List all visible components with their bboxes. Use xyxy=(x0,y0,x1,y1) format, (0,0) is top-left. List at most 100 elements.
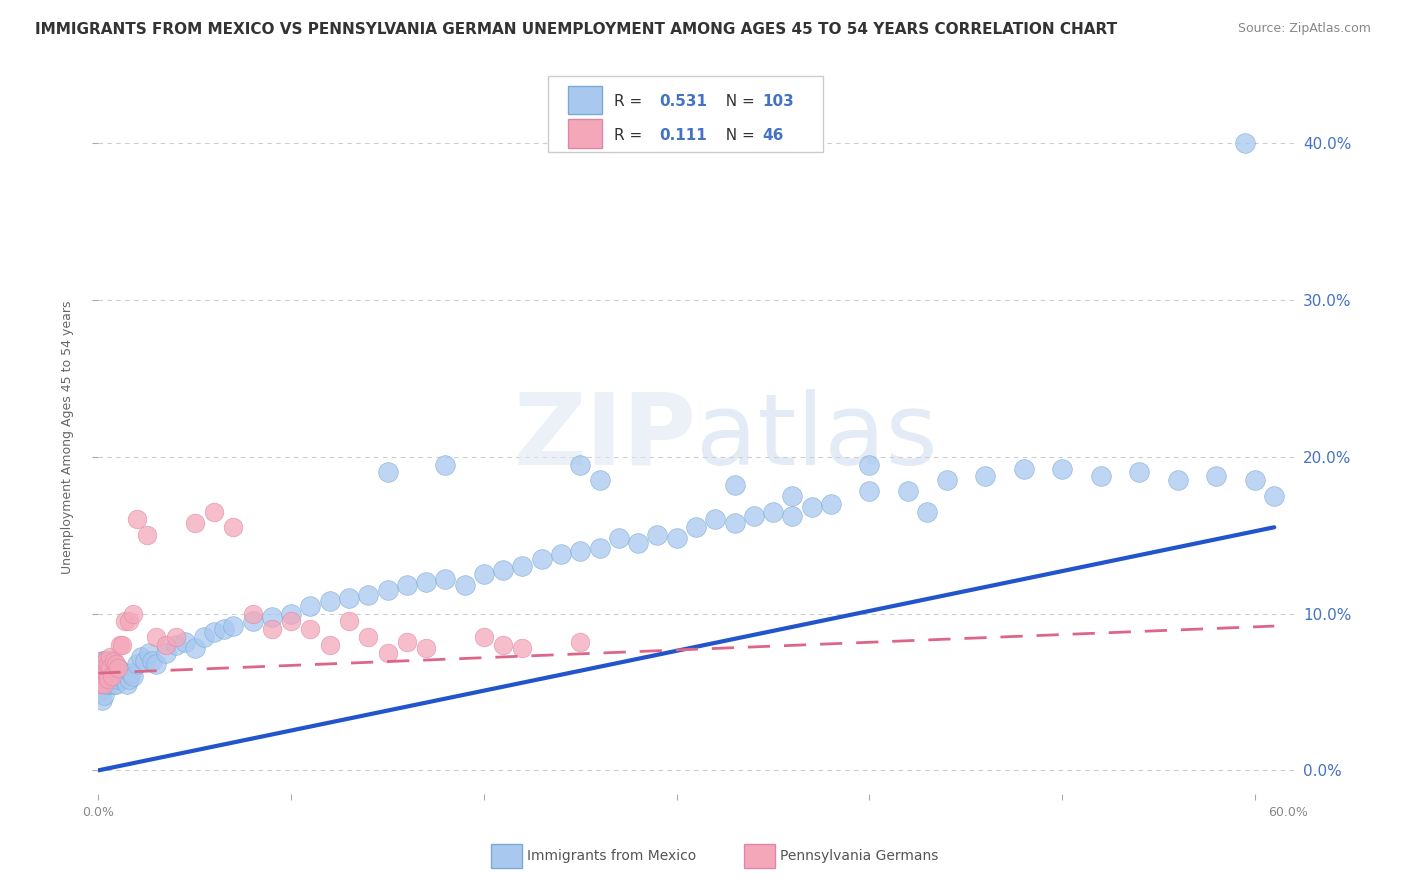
Point xyxy=(1263,489,1285,503)
Point xyxy=(299,599,322,613)
Point xyxy=(704,512,727,526)
Point xyxy=(107,673,129,687)
Point xyxy=(94,666,117,681)
Point xyxy=(723,478,745,492)
Point xyxy=(155,646,177,660)
Point xyxy=(1205,468,1227,483)
Point xyxy=(202,505,225,519)
Text: Immigrants from Mexico: Immigrants from Mexico xyxy=(527,849,696,863)
Point xyxy=(1234,136,1257,150)
Point xyxy=(299,622,322,636)
Point xyxy=(104,657,127,671)
Point xyxy=(107,661,129,675)
Point xyxy=(93,677,115,691)
Point xyxy=(165,630,187,644)
Point xyxy=(93,677,115,691)
Point xyxy=(1050,462,1073,476)
Point xyxy=(472,567,495,582)
Point xyxy=(141,654,163,668)
Point xyxy=(569,543,592,558)
Point xyxy=(97,673,120,687)
Point xyxy=(858,458,880,472)
Point xyxy=(212,622,235,636)
Text: 103: 103 xyxy=(762,95,794,109)
Point xyxy=(91,669,114,683)
Point xyxy=(89,677,111,691)
Point xyxy=(91,654,114,668)
Point xyxy=(104,669,127,683)
Point xyxy=(94,654,117,668)
Point xyxy=(98,650,121,665)
Text: N =: N = xyxy=(716,128,759,143)
Point xyxy=(103,654,125,668)
Point xyxy=(145,630,167,644)
Point xyxy=(93,688,115,702)
Point xyxy=(97,661,120,675)
Point xyxy=(357,630,380,644)
Point xyxy=(134,654,156,668)
Text: 0.531: 0.531 xyxy=(659,95,707,109)
Point xyxy=(530,551,553,566)
Point xyxy=(89,677,111,691)
Point xyxy=(395,578,418,592)
Point xyxy=(1244,473,1267,487)
Point xyxy=(89,685,111,699)
Text: 46: 46 xyxy=(762,128,783,143)
Point xyxy=(122,669,145,683)
Point xyxy=(280,615,302,629)
Point xyxy=(647,528,669,542)
Point xyxy=(665,531,688,545)
Point xyxy=(98,661,121,675)
Point xyxy=(512,640,534,655)
Point xyxy=(569,634,592,648)
Point xyxy=(492,563,515,577)
Point xyxy=(98,677,121,691)
Point xyxy=(138,646,160,660)
Point xyxy=(472,630,495,644)
Text: R =: R = xyxy=(614,128,648,143)
Point xyxy=(98,654,121,668)
Point xyxy=(125,512,148,526)
Point xyxy=(337,615,360,629)
Point xyxy=(512,559,534,574)
Point xyxy=(1128,466,1150,480)
Text: 0.111: 0.111 xyxy=(659,128,707,143)
Point xyxy=(174,634,197,648)
Point xyxy=(222,520,245,534)
Point xyxy=(377,582,399,597)
Point xyxy=(569,458,592,472)
Text: R =: R = xyxy=(614,95,648,109)
Point xyxy=(415,575,437,590)
Point xyxy=(377,646,399,660)
Point xyxy=(242,615,264,629)
Point xyxy=(135,528,157,542)
Point xyxy=(97,657,120,671)
Point xyxy=(118,615,141,629)
Point xyxy=(93,654,115,668)
Text: N =: N = xyxy=(716,95,759,109)
Point xyxy=(103,661,125,675)
Point xyxy=(434,572,457,586)
Point xyxy=(280,607,302,621)
Text: Source: ZipAtlas.com: Source: ZipAtlas.com xyxy=(1237,22,1371,36)
Point xyxy=(395,634,418,648)
Point xyxy=(782,509,804,524)
Point xyxy=(820,497,842,511)
Point xyxy=(101,657,124,671)
Point xyxy=(112,673,135,687)
Point xyxy=(184,516,207,530)
Point xyxy=(120,666,142,681)
Point xyxy=(114,615,136,629)
Text: atlas: atlas xyxy=(696,389,938,485)
Point xyxy=(434,458,457,472)
Point xyxy=(101,673,124,687)
Point xyxy=(742,509,765,524)
Point xyxy=(103,669,125,683)
Point xyxy=(165,638,187,652)
Point xyxy=(118,673,141,687)
Point xyxy=(202,625,225,640)
Point xyxy=(858,484,880,499)
Point xyxy=(1090,468,1112,483)
Point xyxy=(104,677,127,691)
Point xyxy=(685,520,707,534)
